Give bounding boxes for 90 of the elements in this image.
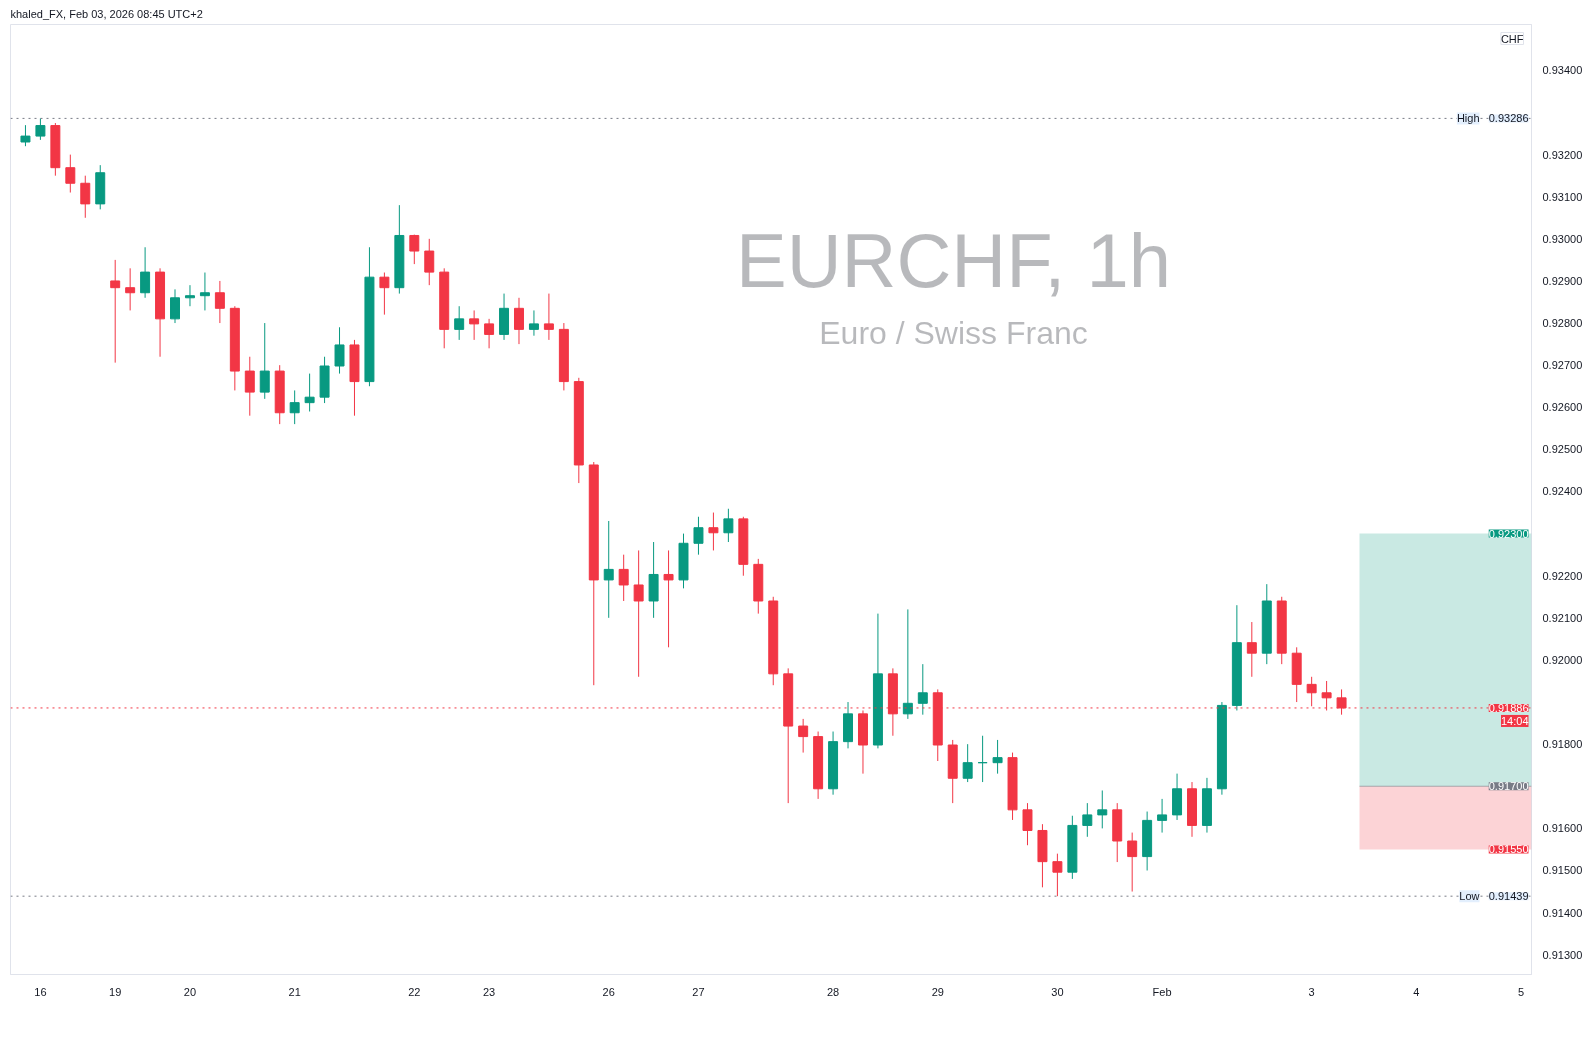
candlestick bbox=[1082, 802, 1093, 838]
annotation: 14:04 bbox=[1500, 714, 1529, 727]
x-tick-label: 19 bbox=[109, 985, 122, 998]
x-tick-label: 28 bbox=[826, 985, 840, 998]
candlestick bbox=[1022, 802, 1033, 846]
candlestick bbox=[259, 322, 270, 400]
candlestick bbox=[708, 512, 719, 551]
candlestick bbox=[289, 389, 300, 425]
candlestick bbox=[454, 305, 465, 341]
candlestick bbox=[65, 154, 76, 194]
candlestick bbox=[214, 280, 225, 324]
candlestick bbox=[35, 117, 46, 141]
y-tick-label: 0.91400 bbox=[1542, 906, 1583, 919]
y-tick-label: 0.91300 bbox=[1542, 948, 1583, 961]
candlestick bbox=[663, 549, 674, 648]
candlestick bbox=[1246, 621, 1257, 678]
x-tick-label: 26 bbox=[602, 985, 615, 998]
band-label: 0.92300 bbox=[1488, 527, 1529, 540]
candlestick bbox=[379, 272, 390, 316]
y-tick-label: 0.93400 bbox=[1542, 64, 1583, 77]
x-tick-label: 20 bbox=[183, 985, 197, 998]
y-tick-label: 0.92100 bbox=[1542, 611, 1583, 624]
candlestick bbox=[244, 356, 255, 417]
y-tick-label: 0.93000 bbox=[1542, 232, 1583, 245]
y-tick-label: 0.92200 bbox=[1542, 569, 1583, 582]
annotation: 0.91439 bbox=[1488, 890, 1529, 903]
candlestick bbox=[409, 234, 420, 265]
ref-line-label: Low bbox=[1459, 890, 1480, 903]
candlestick bbox=[1052, 853, 1063, 897]
y-tick-label: 0.91800 bbox=[1542, 738, 1583, 751]
y-tick-label: 0.93100 bbox=[1542, 190, 1583, 203]
y-axis-title: CHF bbox=[1500, 32, 1524, 45]
x-tick-label: 29 bbox=[931, 985, 944, 998]
candlestick bbox=[125, 267, 136, 311]
candlestick bbox=[798, 718, 809, 754]
annotation: 0.93286 bbox=[1488, 112, 1529, 125]
candlestick bbox=[1157, 798, 1168, 834]
y-tick-label: 0.92700 bbox=[1542, 359, 1583, 372]
candlestick bbox=[184, 284, 195, 307]
candlestick bbox=[528, 309, 539, 337]
y-tick-label: 0.92000 bbox=[1542, 653, 1583, 666]
y-tick-label: 0.92900 bbox=[1542, 274, 1583, 287]
candlestick bbox=[170, 288, 180, 324]
candlestick bbox=[514, 297, 524, 345]
candlestick bbox=[304, 373, 315, 412]
candlestick bbox=[633, 549, 644, 678]
candlestick bbox=[693, 516, 704, 556]
y-tick-label: 0.92600 bbox=[1542, 401, 1583, 414]
candlestick bbox=[140, 246, 151, 299]
y-tick-label: 0.92400 bbox=[1542, 485, 1583, 498]
y-tick-label: 0.93200 bbox=[1542, 148, 1583, 161]
candlestick bbox=[1306, 676, 1317, 707]
candlestick bbox=[962, 743, 973, 783]
y-tick-label: 0.92800 bbox=[1542, 317, 1583, 330]
x-tick-label: 4 bbox=[1413, 985, 1420, 998]
x-tick-label: 23 bbox=[482, 985, 496, 998]
candlestick bbox=[1127, 832, 1138, 893]
candlestick bbox=[992, 739, 1003, 775]
candlestick bbox=[1097, 789, 1108, 829]
candlestick bbox=[469, 309, 480, 341]
x-tick-label: 22 bbox=[408, 985, 421, 998]
band-label: 0.91550 bbox=[1488, 843, 1529, 856]
candlestick bbox=[917, 663, 928, 716]
candlestick bbox=[110, 259, 121, 364]
x-tick-label: 3 bbox=[1308, 985, 1315, 998]
x-tick-label: 27 bbox=[692, 985, 705, 998]
x-tick-label: Feb bbox=[1152, 985, 1172, 998]
text: EURCHF, 1h bbox=[736, 218, 1172, 303]
candlestick bbox=[20, 124, 31, 147]
candlestick bbox=[618, 554, 629, 602]
y-tick-label: 0.92500 bbox=[1542, 443, 1583, 456]
text: khaled_FX, Feb 03, 2026 08:45 UTC+2 bbox=[10, 7, 203, 20]
x-tick-label: 16 bbox=[34, 985, 47, 998]
x-tick-label: 21 bbox=[288, 985, 301, 998]
text: Euro / Swiss Franc bbox=[819, 314, 1088, 351]
candlestick bbox=[424, 238, 435, 286]
y-tick-label: 0.91600 bbox=[1542, 822, 1583, 835]
annotation: 0.91700 bbox=[1488, 780, 1529, 793]
candlestick bbox=[603, 520, 614, 619]
candlestick bbox=[484, 318, 495, 349]
annotation: 0.91886 bbox=[1488, 701, 1529, 714]
x-tick-label: 5 bbox=[1517, 985, 1525, 998]
candlestick bbox=[543, 293, 554, 341]
y-tick-label: 0.91500 bbox=[1542, 864, 1583, 877]
candlestick bbox=[334, 326, 345, 375]
x-tick-label: 30 bbox=[1051, 985, 1064, 998]
candlestick bbox=[723, 508, 734, 543]
ref-line-label: High bbox=[1456, 112, 1480, 125]
candlestick bbox=[80, 175, 91, 219]
candlestick bbox=[199, 272, 210, 311]
